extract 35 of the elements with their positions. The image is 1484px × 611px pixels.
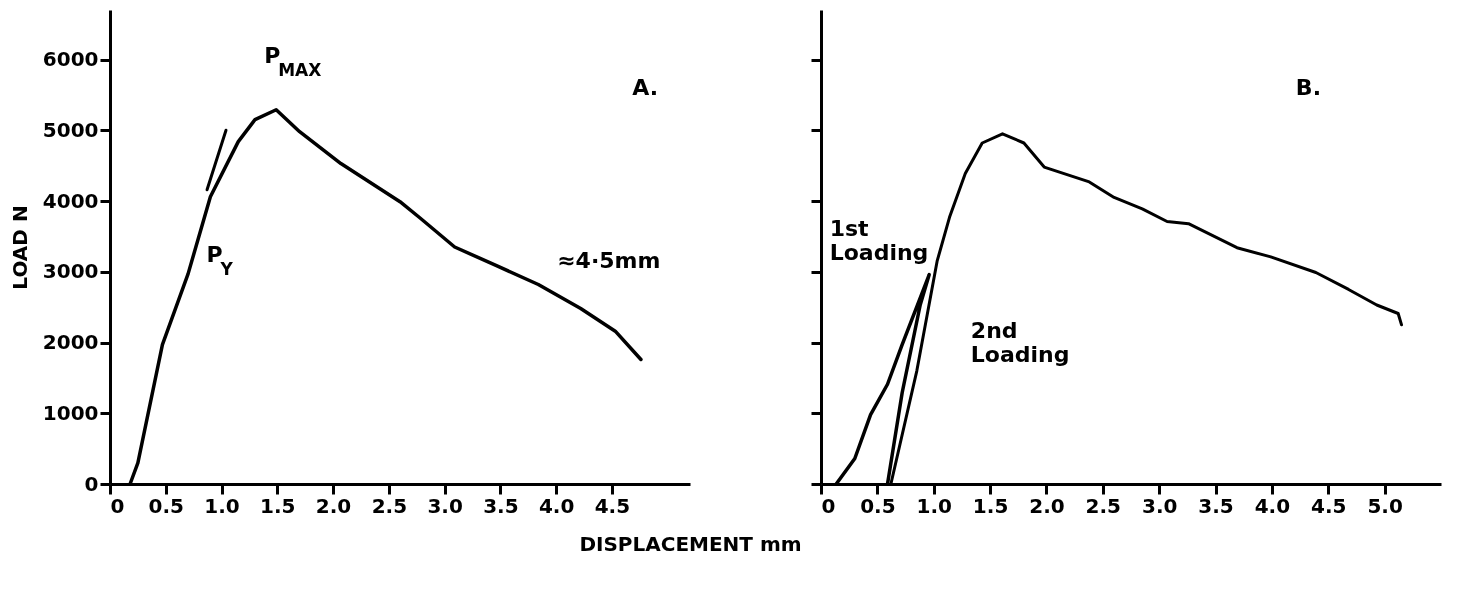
x-tick-label: 1.0: [204, 493, 240, 518]
x-tick-label: 0: [821, 493, 836, 518]
y-tick-label: 6000: [42, 47, 99, 72]
x-tick-label: 4.5: [594, 493, 631, 518]
x-tick-label: 3.5: [483, 493, 519, 518]
y-tick-label: 4000: [42, 188, 99, 213]
y-tick-label: 0: [84, 471, 99, 496]
annotation: ≈4·5mm: [557, 248, 661, 274]
x-tick-label: 0.5: [860, 493, 896, 518]
text: B.: [1295, 75, 1321, 100]
x-tick-label: 4.0: [1254, 493, 1291, 518]
x-tick-label: 2.0: [1029, 493, 1065, 518]
annotation: 1st Loading: [829, 215, 929, 265]
annotation: 2nd Loading: [970, 317, 1070, 367]
y-axis-title: LOAD N: [7, 205, 32, 290]
text: A.: [632, 75, 659, 100]
y-tick-label: 5000: [42, 117, 99, 142]
x-tick-label: 2.5: [371, 493, 408, 518]
y-tick-label: 1000: [42, 400, 99, 425]
x-tick-label: 1.5: [260, 493, 296, 518]
y-tick-label: 2000: [42, 330, 99, 355]
x-tick-label: 3.5: [1198, 493, 1234, 518]
x-tick-label: 1.5: [972, 493, 1009, 518]
x-tick-label: 4.5: [1311, 493, 1347, 518]
x-tick-label: 3.0: [427, 493, 463, 518]
x-tick-label: 0.5: [148, 493, 184, 518]
x-tick-label: 2.5: [1085, 493, 1122, 518]
y-tick-label: 3000: [42, 259, 99, 284]
x-tick-label: 4.0: [538, 493, 575, 518]
x-tick-label: 0: [110, 493, 125, 518]
x-axis-title: DISPLACEMENT mm: [579, 531, 802, 556]
x-tick-label: 2.0: [315, 493, 352, 518]
x-tick-label: 1.0: [916, 493, 952, 518]
x-tick-label: 3.0: [1141, 493, 1178, 518]
x-tick-label: 5.0: [1367, 493, 1403, 518]
